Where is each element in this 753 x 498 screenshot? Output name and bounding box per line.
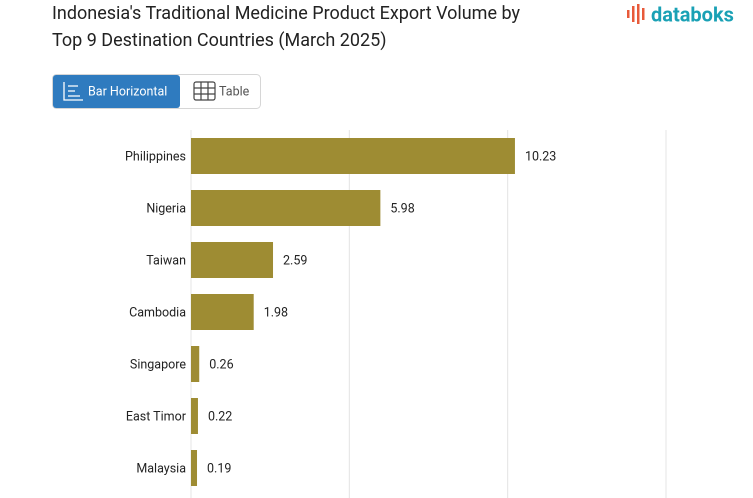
y-tick-label: Cambodia [129,305,186,320]
y-tick-label: Philippines [125,149,186,164]
data-label: 0.26 [209,357,233,372]
y-tick-label: East Timor [126,409,187,424]
data-label: 10.23 [525,149,556,164]
y-tick-label: Nigeria [146,201,186,216]
chart-title-line: Indonesia's Traditional Medicine Product… [52,3,520,24]
data-label: 5.98 [390,201,414,216]
bar [191,346,200,382]
button-bar-horizontal[interactable] [53,75,180,108]
y-tick-label: Singapore [130,357,186,372]
button-label[interactable]: Table [219,84,250,99]
bar [191,138,515,174]
brand-name: databoks [651,2,734,26]
logo-icon [632,6,635,22]
brand-logo: databoks [627,2,734,26]
logo-icon [627,10,630,18]
y-tick-label: Malaysia [136,461,186,476]
bar-icon [63,82,83,101]
bar [191,398,198,434]
logo-icon [637,4,640,24]
data-label: 1.98 [264,305,288,320]
bar [191,242,274,278]
data-label: 0.19 [207,461,231,476]
data-label: 0.22 [208,409,232,424]
bar [191,450,198,486]
table-icon [193,81,216,101]
button-label: Bar Horizontal [88,84,167,99]
logo-icon [642,8,645,20]
y-tick-label: Taiwan [146,253,186,268]
chart-title-line: Top 9 Destination Countries (March 2025) [52,30,387,51]
bar [191,190,381,226]
bar [191,294,254,330]
data-label: 2.59 [283,253,307,268]
